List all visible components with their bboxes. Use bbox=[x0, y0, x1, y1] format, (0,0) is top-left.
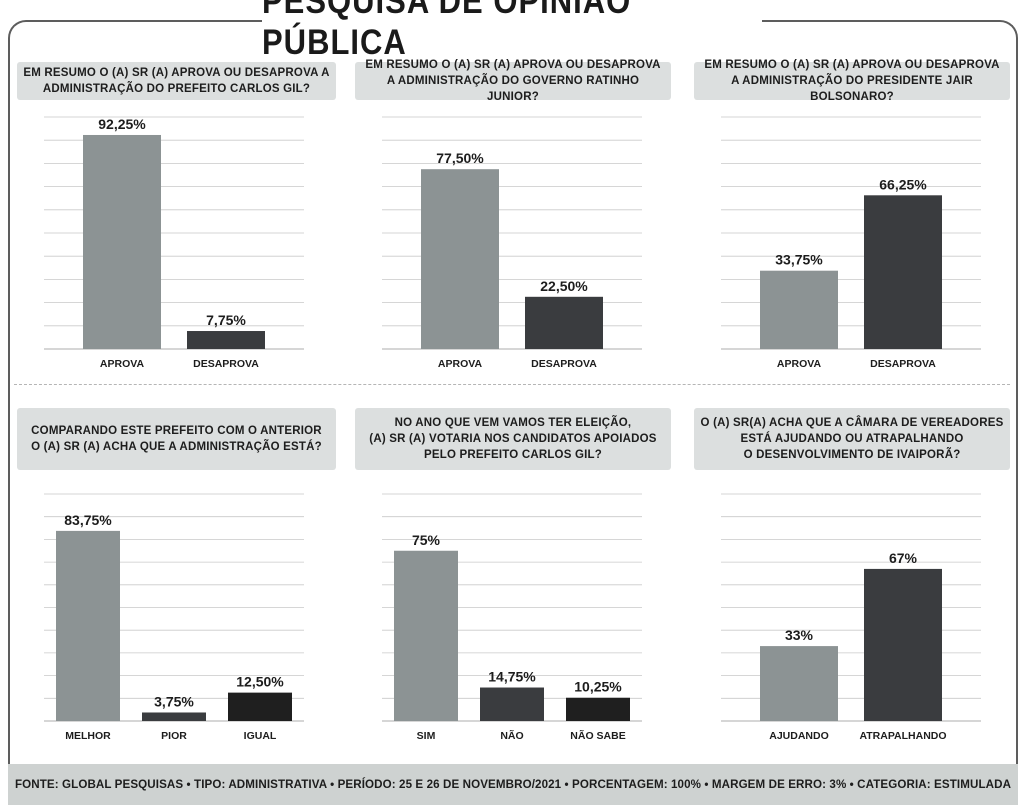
question-text-2: EM RESUMO O (A) SR (A) APROVA OU DESAPRO… bbox=[365, 59, 661, 103]
question-text-3: EM RESUMO O (A) SR (A) APROVA OU DESAPRO… bbox=[704, 59, 1000, 103]
footer-source: FONTE: GLOBAL PESQUISAS • TIPO: ADMINIST… bbox=[8, 764, 1018, 805]
chart-prefeito-aprovacao: 92,25% APROVA 7,75% DESAPROVA bbox=[44, 116, 304, 370]
category-label: PIOR bbox=[161, 730, 187, 742]
poster-title: PESQUISA DE OPINIÃO PÚBLICA bbox=[262, 0, 632, 63]
bar-não bbox=[480, 687, 544, 721]
bar-desaprova bbox=[187, 331, 265, 349]
bar-pior bbox=[142, 712, 206, 721]
chart-governo-aprovacao: 77,50% APROVA 22,50% DESAPROVA bbox=[382, 116, 642, 370]
chart-votaria-candidatos: 75% SIM 14,75% NÃO 10,25% NÃO SABE bbox=[382, 493, 642, 742]
question-text-4: COMPARANDO ESTE PREFEITO COM O ANTERIOR … bbox=[31, 425, 322, 453]
category-label: IGUAL bbox=[244, 730, 277, 742]
value-label: 14,75% bbox=[488, 669, 536, 685]
bar-ajudando bbox=[760, 646, 838, 721]
question-box-2: EM RESUMO O (A) SR (A) APROVA OU DESAPRO… bbox=[355, 59, 671, 103]
chart-camara-vereadores: 33% AJUDANDO 67% ATRAPALHANDO bbox=[721, 493, 981, 742]
question-text-6: O (A) SR(A) ACHA QUE A CÂMARA DE VEREADO… bbox=[700, 417, 1004, 461]
question-text-5: NO ANO QUE VEM VAMOS TER ELEIÇÃO, (A) SR… bbox=[369, 417, 657, 461]
value-label: 83,75% bbox=[64, 512, 112, 528]
footer-text: FONTE: GLOBAL PESQUISAS • TIPO: ADMINIST… bbox=[14, 778, 1012, 791]
chart-comparacao-prefeito: 83,75% MELHOR 3,75% PIOR 12,50% IGUAL bbox=[44, 493, 304, 742]
title-backdrop: PESQUISA DE OPINIÃO PÚBLICA bbox=[262, 0, 762, 62]
value-label: 33,75% bbox=[775, 252, 823, 268]
question-box-4: COMPARANDO ESTE PREFEITO COM O ANTERIOR … bbox=[17, 408, 336, 470]
value-label: 67% bbox=[889, 550, 918, 566]
chart-presidente-aprovacao: 33,75% APROVA 66,25% DESAPROVA bbox=[721, 116, 981, 370]
value-label: 3,75% bbox=[154, 693, 194, 709]
category-label: APROVA bbox=[777, 358, 822, 370]
bar-atrapalhando bbox=[864, 568, 942, 721]
value-label: 75% bbox=[412, 532, 441, 548]
bar-desaprova bbox=[525, 296, 603, 349]
bar-sim bbox=[394, 550, 458, 721]
question-box-3: EM RESUMO O (A) SR (A) APROVA OU DESAPRO… bbox=[694, 59, 1010, 103]
question-text-1: EM RESUMO O (A) SR (A) APROVA OU DESAPRO… bbox=[23, 67, 330, 95]
category-label: DESAPROVA bbox=[531, 358, 597, 370]
value-label: 66,25% bbox=[879, 176, 927, 192]
category-label: AJUDANDO bbox=[769, 730, 829, 742]
bar-aprova bbox=[421, 169, 499, 349]
category-label: APROVA bbox=[438, 358, 483, 370]
value-label: 10,25% bbox=[574, 679, 622, 695]
category-label: DESAPROVA bbox=[870, 358, 936, 370]
value-label: 33% bbox=[785, 627, 814, 643]
bar-aprova bbox=[83, 134, 161, 349]
bar-melhor bbox=[56, 530, 120, 721]
category-label: SIM bbox=[417, 730, 436, 742]
category-label: MELHOR bbox=[65, 730, 111, 742]
value-label: 12,50% bbox=[236, 674, 284, 690]
category-label: NÃO bbox=[500, 729, 523, 742]
bar-não-sabe bbox=[566, 697, 630, 721]
question-box-6: O (A) SR(A) ACHA QUE A CÂMARA DE VEREADO… bbox=[694, 408, 1010, 470]
category-label: DESAPROVA bbox=[193, 358, 259, 370]
bar-igual bbox=[228, 692, 292, 721]
row-divider bbox=[14, 384, 1010, 385]
question-box-5: NO ANO QUE VEM VAMOS TER ELEIÇÃO, (A) SR… bbox=[355, 408, 671, 470]
category-label: ATRAPALHANDO bbox=[859, 730, 946, 742]
value-label: 22,50% bbox=[540, 278, 588, 294]
category-label: NÃO SABE bbox=[570, 729, 625, 742]
bar-aprova bbox=[760, 270, 838, 349]
category-label: APROVA bbox=[100, 358, 145, 370]
value-label: 77,50% bbox=[436, 150, 484, 166]
value-label: 92,25% bbox=[98, 116, 146, 132]
bar-desaprova bbox=[864, 195, 942, 349]
value-label: 7,75% bbox=[206, 312, 246, 328]
question-box-1: EM RESUMO O (A) SR (A) APROVA OU DESAPRO… bbox=[17, 62, 336, 100]
